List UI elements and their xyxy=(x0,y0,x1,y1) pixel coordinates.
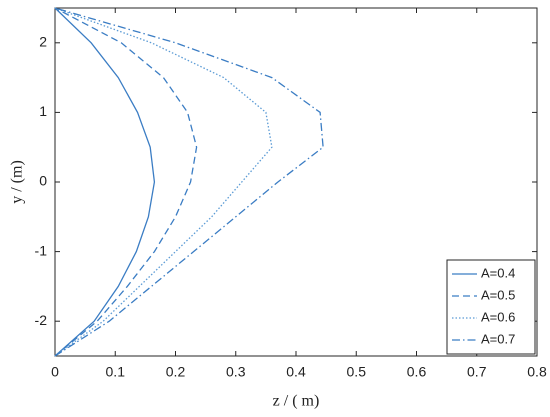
legend-text: A=0.4 xyxy=(481,265,515,280)
y-tick-label: -1 xyxy=(35,242,48,258)
x-tick-label: 0.1 xyxy=(106,364,126,380)
data-line xyxy=(54,7,198,357)
x-axis-label: z / ( m) xyxy=(273,393,320,410)
x-tick-label: 0.4 xyxy=(286,364,306,380)
x-tick-label: 0.3 xyxy=(226,364,246,380)
x-tick-label: 0.5 xyxy=(347,364,367,380)
legend-text: A=0.6 xyxy=(481,309,515,324)
x-tick-label: 0.6 xyxy=(407,364,427,380)
y-tick-label: -2 xyxy=(35,312,48,328)
data-line xyxy=(54,7,156,357)
legend-text: A=0.7 xyxy=(481,331,515,346)
legend-text: A=0.5 xyxy=(481,287,515,302)
x-tick-label: 0.2 xyxy=(166,364,186,380)
y-tick-label: 1 xyxy=(39,103,47,119)
data-line xyxy=(54,7,324,357)
x-tick-label: 0.8 xyxy=(527,364,547,380)
data-line xyxy=(54,7,273,357)
legend-box xyxy=(446,259,536,355)
x-tick-label: 0.7 xyxy=(467,364,487,380)
y-tick-label: 2 xyxy=(39,34,47,50)
y-axis-label: y / (m) xyxy=(9,160,26,204)
y-tick-label: 0 xyxy=(39,173,47,189)
x-tick-label: 0 xyxy=(51,364,59,380)
